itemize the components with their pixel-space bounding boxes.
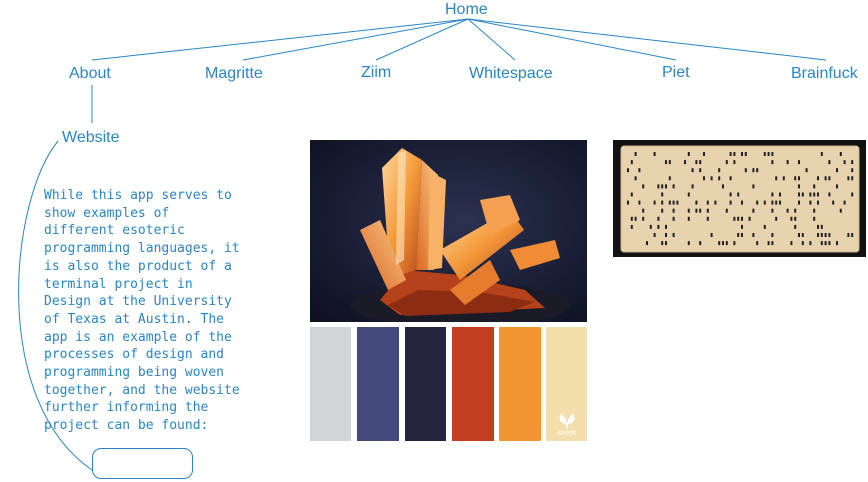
nav-item-brainfuck[interactable]: Brainfuck — [791, 65, 858, 82]
website-link-button[interactable] — [92, 448, 193, 479]
nav-item-ziim[interactable]: Ziim — [361, 64, 392, 81]
swatch-5 — [499, 327, 541, 441]
seeds-logo-text: seeds — [558, 430, 577, 437]
swatch-1 — [310, 327, 351, 441]
crystal-photo — [310, 140, 587, 322]
punch-card-photo — [613, 140, 866, 257]
nav-item-piet[interactable]: Piet — [662, 64, 690, 81]
swatch-3 — [405, 327, 446, 441]
nav-home[interactable]: Home — [445, 1, 488, 18]
about-description: While this app serves to show examples o… — [44, 188, 240, 434]
swatch-2 — [357, 327, 399, 441]
swatch-4 — [452, 327, 494, 441]
nav-item-whitespace[interactable]: Whitespace — [469, 65, 553, 82]
color-palette — [310, 327, 587, 441]
seeds-logo: seeds — [558, 414, 577, 437]
nav-item-magritte[interactable]: Magritte — [205, 65, 263, 82]
nav-item-about[interactable]: About — [69, 65, 111, 82]
sub-item-website[interactable]: Website — [62, 129, 120, 146]
